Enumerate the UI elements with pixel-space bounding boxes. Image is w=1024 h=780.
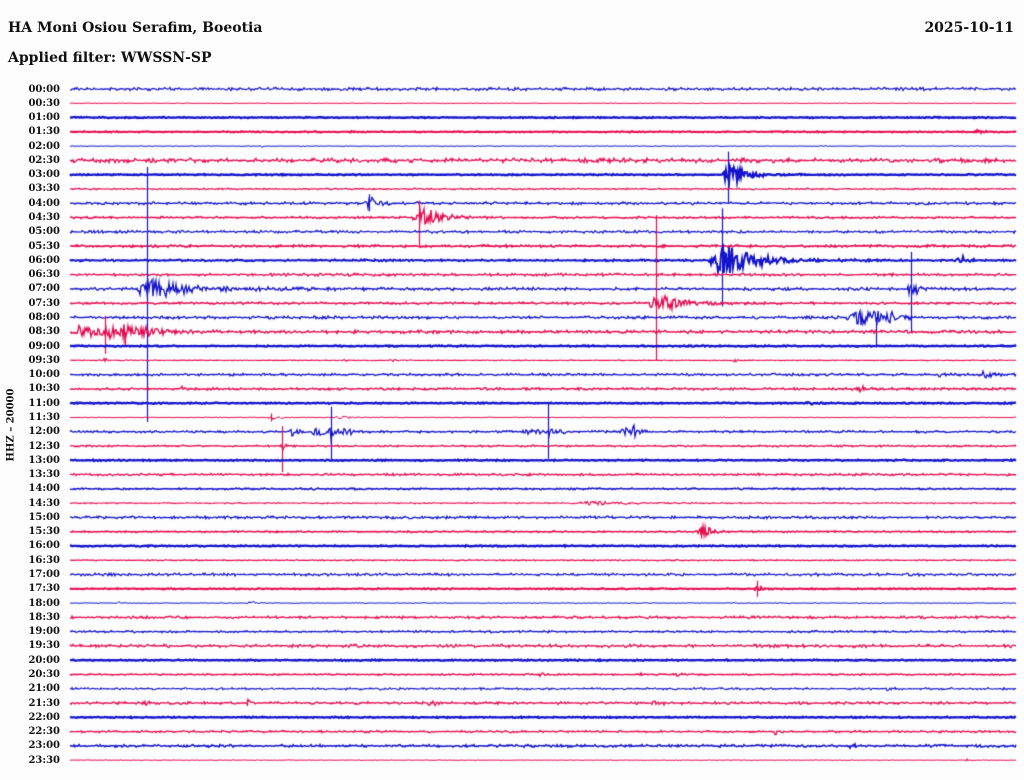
time-label: 07:00	[28, 283, 60, 295]
time-label: 09:00	[28, 340, 60, 352]
time-label: 06:00	[28, 254, 60, 266]
time-label: 01:30	[28, 126, 60, 138]
time-label: 22:00	[28, 711, 60, 723]
time-label: 09:30	[28, 354, 60, 366]
time-label: 18:30	[28, 611, 60, 623]
time-label: 16:30	[28, 554, 60, 566]
time-label: 11:00	[28, 397, 60, 409]
time-label: 19:30	[28, 640, 60, 652]
time-label: 13:30	[28, 469, 60, 481]
time-label: 16:00	[28, 540, 60, 552]
time-label: 23:00	[28, 740, 60, 752]
time-label: 13:00	[28, 454, 60, 466]
time-label: 08:30	[28, 326, 60, 338]
time-label: 06:30	[28, 269, 60, 281]
time-label: 10:30	[28, 383, 60, 395]
time-label: 21:00	[28, 683, 60, 695]
time-label: 12:30	[28, 440, 60, 452]
time-label: 15:30	[28, 526, 60, 538]
time-label: 05:00	[28, 226, 60, 238]
time-label: 14:00	[28, 483, 60, 495]
time-label: 20:00	[28, 654, 60, 666]
time-label: 23:30	[28, 754, 60, 766]
time-label: 03:30	[28, 183, 60, 195]
time-label: 20:30	[28, 668, 60, 680]
time-label: 05:30	[28, 240, 60, 252]
time-label: 02:30	[28, 154, 60, 166]
time-label: 04:00	[28, 197, 60, 209]
time-label: 14:30	[28, 497, 60, 509]
time-label: 17:00	[28, 569, 60, 581]
time-label: 19:00	[28, 626, 60, 638]
time-label: 22:30	[28, 726, 60, 738]
time-label: 00:30	[28, 97, 60, 109]
time-label: 02:00	[28, 140, 60, 152]
time-label: 00:00	[28, 83, 60, 95]
time-label: 21:30	[28, 697, 60, 709]
time-label: 12:00	[28, 426, 60, 438]
time-label: 01:00	[28, 112, 60, 124]
time-label: 08:00	[28, 311, 60, 323]
time-label: 11:30	[28, 411, 60, 423]
time-label: 17:30	[28, 583, 60, 595]
time-label: 10:00	[28, 369, 60, 381]
time-label: 18:00	[28, 597, 60, 609]
time-label: 04:30	[28, 212, 60, 224]
time-label: 03:00	[28, 169, 60, 181]
time-label: 15:00	[28, 511, 60, 523]
time-label: 07:30	[28, 297, 60, 309]
